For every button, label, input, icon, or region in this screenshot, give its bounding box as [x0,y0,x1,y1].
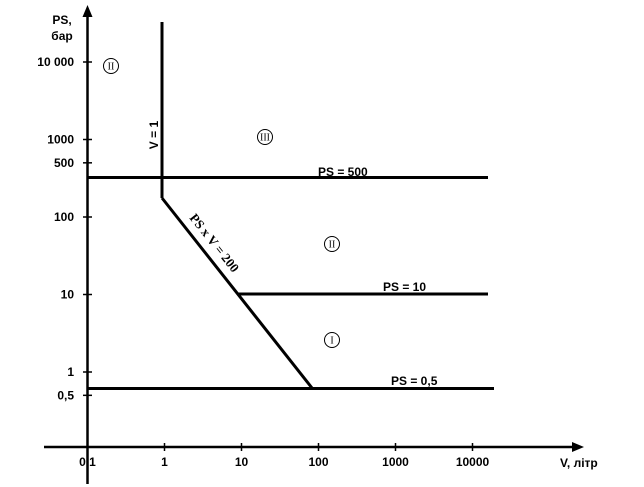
y-tick-label: 100 [54,210,74,224]
category-label: II [329,240,336,251]
y-axis-title-line1: PS, [52,13,71,27]
x-tick-label: 10000 [456,455,490,469]
category-circle [257,129,273,145]
y-tick-label: 10 000 [37,55,74,69]
boundary-label-ps10: PS = 10 [383,280,426,294]
y-ticks: 0,5 1 10 100 500 1000 10 000 [37,55,92,402]
x-tick-label: 1000 [382,455,409,469]
x-tick-label: 10 [235,455,249,469]
boundary-label-ps500: PS = 500 [318,165,368,179]
category-circle [324,332,340,348]
y-tick-label: 1000 [47,133,74,147]
boundary-label-v1: V = 1 [147,121,161,150]
x-axis-arrow [572,442,584,452]
x-ticks: 0,1 1 10 100 1000 10000 [79,443,490,469]
category-marker: II [324,236,340,252]
y-tick-label: 0,5 [57,388,74,402]
y-tick-label: 500 [54,156,74,170]
x-tick-label: 0,1 [79,455,96,469]
category-marker: III [257,129,273,145]
category-marker: II [103,58,119,74]
boundary-lines [87,22,494,390]
y-tick-label: 1 [67,365,74,379]
boundary-psv200 [160,197,314,389]
x-tick-label: 1 [161,455,168,469]
category-label: I [330,336,333,347]
category-circle [103,58,119,74]
boundary-label-ps05: PS = 0,5 [391,374,438,388]
category-label: III [260,133,270,144]
category-label: II [108,62,115,73]
y-tick-label: 10 [61,288,75,302]
x-axis-title: V, літр [560,456,598,470]
y-axis-title-line2: бар [51,29,72,43]
x-tick-label: 100 [308,455,328,469]
category-marker: I [324,332,340,348]
y-axis-arrow [82,5,93,17]
category-circle [324,236,340,252]
